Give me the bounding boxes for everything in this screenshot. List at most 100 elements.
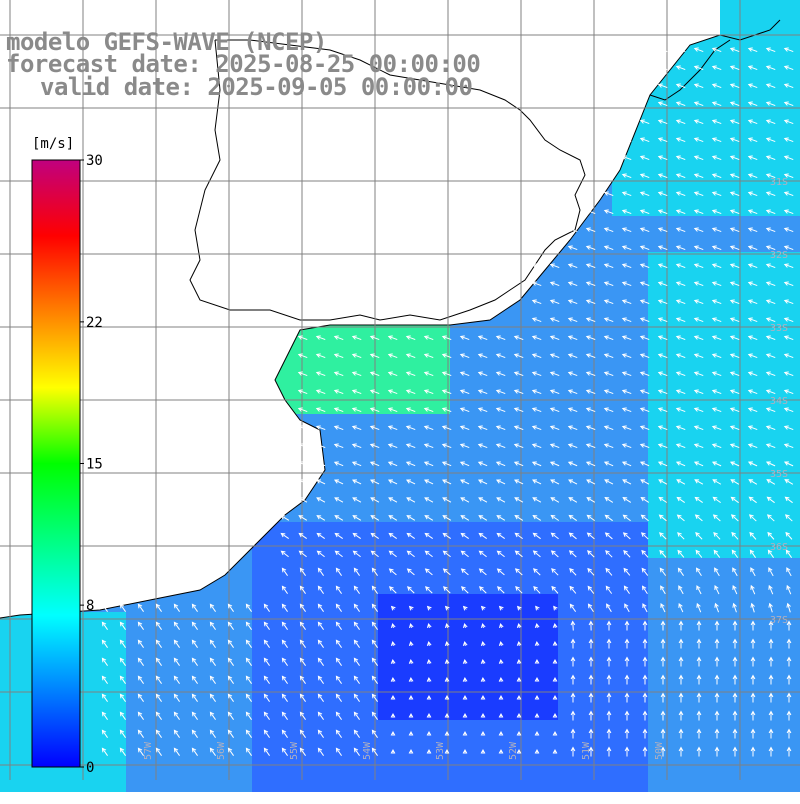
- wind-speed-cell: [342, 360, 360, 378]
- wind-speed-cell: [648, 774, 666, 792]
- wind-speed-cell: [774, 450, 792, 468]
- wind-speed-cell: [540, 774, 558, 792]
- wind-speed-cell: [612, 342, 630, 360]
- wind-speed-cell: [414, 360, 432, 378]
- latitude-label: 34S: [770, 396, 788, 407]
- wind-speed-cell: [630, 162, 648, 180]
- wind-speed-cell: [612, 486, 630, 504]
- wind-speed-cell: [702, 72, 720, 90]
- wind-speed-cell: [486, 594, 504, 612]
- wind-speed-cell: [792, 540, 800, 558]
- wind-speed-cell: [576, 450, 594, 468]
- wind-speed-cell: [414, 432, 432, 450]
- wind-speed-cell: [738, 270, 756, 288]
- colorbar-tick-label: 15: [86, 457, 103, 473]
- wind-speed-cell: [504, 378, 522, 396]
- wind-speed-cell: [630, 180, 648, 198]
- wind-speed-cell: [504, 594, 522, 612]
- wind-speed-cell: [738, 342, 756, 360]
- wind-speed-cell: [720, 522, 738, 540]
- wind-speed-cell: [720, 54, 738, 72]
- latitude-label: 35S: [770, 469, 788, 480]
- wind-speed-cell: [576, 522, 594, 540]
- wind-speed-cell: [342, 774, 360, 792]
- wind-speed-cell: [792, 630, 800, 648]
- wind-speed-cell: [432, 432, 450, 450]
- wind-speed-cell: [684, 108, 702, 126]
- wind-speed-cell: [504, 558, 522, 576]
- wind-speed-cell: [630, 198, 648, 216]
- wind-speed-cell: [630, 342, 648, 360]
- wind-speed-cell: [414, 342, 432, 360]
- wind-speed-cell: [738, 234, 756, 252]
- wind-speed-cell: [558, 540, 576, 558]
- wind-speed-cell: [666, 108, 684, 126]
- wind-speed-cell: [504, 522, 522, 540]
- wind-speed-cell: [702, 270, 720, 288]
- wind-speed-cell: [216, 774, 234, 792]
- wind-speed-cell: [450, 522, 468, 540]
- wind-speed-cell: [414, 504, 432, 522]
- wind-speed-cell: [378, 378, 396, 396]
- wind-speed-cell: [756, 522, 774, 540]
- wind-speed-cell: [738, 486, 756, 504]
- wind-speed-cell: [540, 288, 558, 306]
- wind-speed-cell: [630, 306, 648, 324]
- wind-speed-cell: [180, 774, 198, 792]
- wind-speed-cell: [576, 342, 594, 360]
- wind-speed-cell: [576, 540, 594, 558]
- wind-speed-cell: [612, 396, 630, 414]
- wind-speed-cell: [612, 360, 630, 378]
- wind-speed-cell: [684, 180, 702, 198]
- wind-speed-cell: [396, 486, 414, 504]
- wind-speed-cell: [720, 288, 738, 306]
- wind-speed-cell: [540, 342, 558, 360]
- wind-speed-cell: [630, 378, 648, 396]
- wind-speed-cell: [612, 522, 630, 540]
- wind-speed-cell: [558, 288, 576, 306]
- wind-speed-cell: [630, 144, 648, 162]
- wind-speed-cell: [756, 432, 774, 450]
- wind-speed-cell: [792, 684, 800, 702]
- wind-speed-cell: [450, 396, 468, 414]
- wind-speed-cell: [720, 72, 738, 90]
- wind-speed-cell: [738, 540, 756, 558]
- wind-speed-cell: [666, 180, 684, 198]
- wind-speed-cell: [450, 594, 468, 612]
- wind-speed-cell: [504, 450, 522, 468]
- wind-speed-cell: [756, 126, 774, 144]
- wind-speed-cell: [684, 774, 702, 792]
- wind-speed-cell: [522, 486, 540, 504]
- wind-speed-cell: [648, 432, 666, 450]
- wind-speed-cell: [396, 396, 414, 414]
- wind-speed-cell: [342, 396, 360, 414]
- wind-speed-cell: [756, 360, 774, 378]
- wind-speed-cell: [432, 504, 450, 522]
- wind-speed-cell: [594, 306, 612, 324]
- wind-speed-cell: [558, 450, 576, 468]
- wind-speed-cell: [342, 486, 360, 504]
- wind-speed-cell: [720, 0, 738, 18]
- wind-speed-cell: [396, 522, 414, 540]
- wind-speed-cell: [486, 432, 504, 450]
- wind-speed-cell: [648, 378, 666, 396]
- wind-speed-cell: [504, 576, 522, 594]
- wind-speed-cell: [666, 270, 684, 288]
- latitude-label: 31S: [770, 177, 788, 188]
- wind-speed-cell: [306, 504, 324, 522]
- wind-speed-cell: [270, 774, 288, 792]
- wind-speed-cell: [792, 558, 800, 576]
- wind-speed-cell: [648, 126, 666, 144]
- latitude-label: 36S: [770, 542, 788, 553]
- wind-speed-cell: [558, 360, 576, 378]
- wind-speed-cell: [504, 360, 522, 378]
- wind-speed-cell: [594, 360, 612, 378]
- wind-speed-cell: [612, 234, 630, 252]
- wind-speed-cell: [612, 288, 630, 306]
- wind-speed-cell: [630, 414, 648, 432]
- wind-speed-cell: [720, 216, 738, 234]
- wind-speed-cell: [630, 360, 648, 378]
- colorbar-tick-label: 30: [86, 153, 103, 169]
- wind-speed-cell: [594, 522, 612, 540]
- wind-speed-cell: [792, 0, 800, 18]
